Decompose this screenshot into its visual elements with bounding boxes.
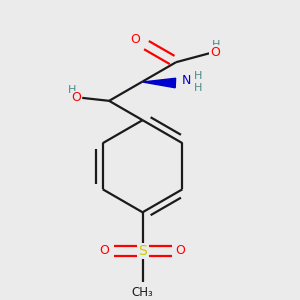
Text: H: H	[194, 83, 202, 93]
Text: O: O	[210, 46, 220, 59]
Polygon shape	[142, 78, 176, 88]
Text: O: O	[176, 244, 185, 257]
Text: H: H	[194, 71, 202, 82]
Text: O: O	[71, 92, 81, 104]
Text: H: H	[68, 85, 76, 95]
Text: S: S	[138, 244, 147, 258]
Text: O: O	[130, 33, 140, 46]
Text: O: O	[100, 244, 110, 257]
Text: CH₃: CH₃	[132, 286, 153, 299]
Text: N: N	[182, 74, 191, 87]
Text: H: H	[212, 40, 220, 50]
